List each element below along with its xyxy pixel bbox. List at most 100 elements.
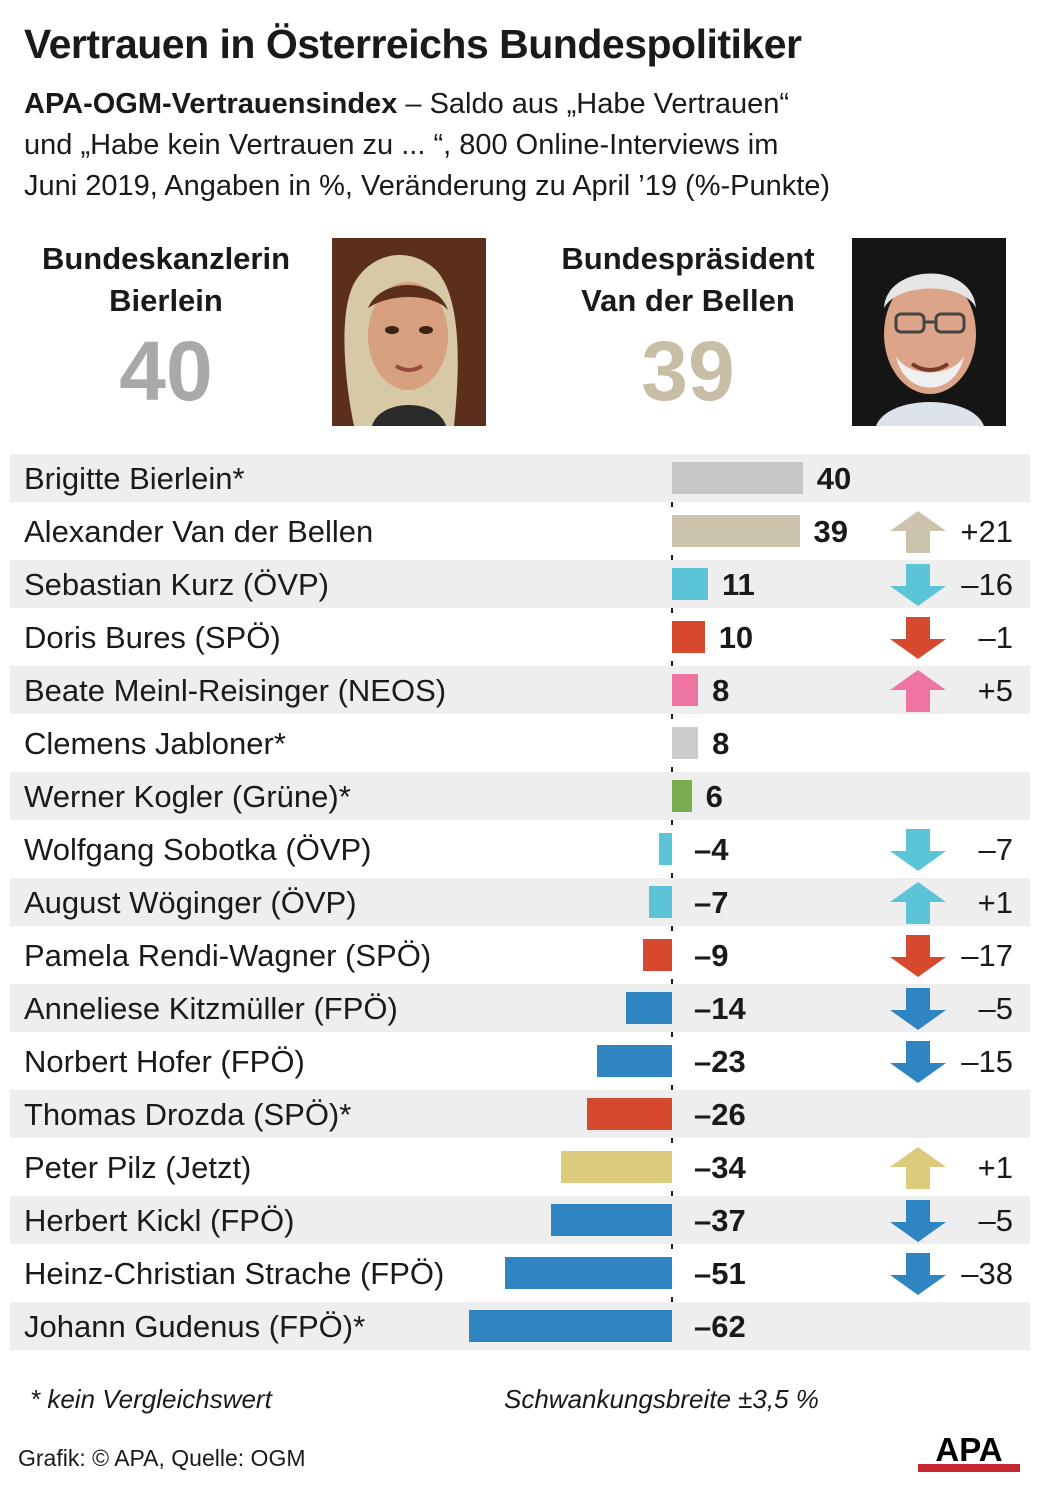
highlight-president-value: 39: [641, 324, 735, 418]
chart-row: [10, 772, 1030, 820]
bar: [586, 1098, 672, 1130]
row-label: Heinz-Christian Strache (FPÖ): [24, 1256, 445, 1291]
change-label: +1: [977, 1150, 1013, 1185]
bar: [505, 1257, 672, 1289]
change-label: +1: [977, 885, 1013, 920]
subtitle-line-3: Juni 2019, Angaben in %, Veränderung zu …: [24, 170, 831, 202]
bar: [469, 1310, 672, 1342]
value-label: –4: [694, 832, 729, 867]
bar: [672, 727, 699, 759]
change-up-arrow-icon: [890, 1147, 946, 1189]
change-down-arrow-icon: [890, 829, 946, 871]
value-label: –34: [694, 1150, 746, 1185]
change-down-arrow-icon: [890, 935, 946, 977]
bar: [672, 780, 692, 812]
change-label: +5: [977, 673, 1013, 708]
value-label: –14: [694, 991, 746, 1026]
chart-row: [10, 1196, 1030, 1244]
value-label: –51: [694, 1256, 746, 1291]
portrait-president: [852, 238, 1006, 426]
chart-row: [10, 1037, 1030, 1085]
bar: [672, 621, 705, 653]
value-label: –23: [694, 1044, 746, 1079]
change-label: –7: [978, 832, 1013, 867]
change-down-arrow-icon: [890, 1200, 946, 1242]
chart-row: [10, 507, 1030, 555]
chart-row: [10, 1090, 1030, 1138]
row-label: Norbert Hofer (FPÖ): [24, 1044, 305, 1079]
value-label: –26: [694, 1097, 746, 1132]
chart-row: [10, 878, 1030, 926]
highlight-chancellor-role: Bundeskanzlerin: [41, 241, 291, 276]
change-down-arrow-icon: [890, 617, 946, 659]
change-down-arrow-icon: [890, 988, 946, 1030]
change-label: +21: [960, 514, 1013, 549]
chart-row: [10, 560, 1030, 608]
value-label: 8: [712, 726, 730, 761]
bar: [551, 1204, 672, 1236]
row-label: Sebastian Kurz (ÖVP): [24, 567, 329, 602]
row-label: Herbert Kickl (FPÖ): [24, 1203, 295, 1238]
row-label: Clemens Jabloner*: [24, 726, 286, 761]
row-label: Johann Gudenus (FPÖ)*: [24, 1309, 366, 1344]
row-label: Werner Kogler (Grüne)*: [24, 779, 351, 814]
change-up-arrow-icon: [890, 511, 946, 553]
bar: [672, 568, 708, 600]
value-label: 6: [705, 779, 723, 814]
highlight-chancellor-value: 40: [119, 324, 213, 418]
row-label: Anneliese Kitzmüller (FPÖ): [24, 991, 398, 1026]
subtitle-line-2: und „Habe kein Vertrauen zu ... “, 800 O…: [24, 129, 779, 161]
chart-row: [10, 719, 1030, 767]
change-down-arrow-icon: [890, 1041, 946, 1083]
bar: [560, 1151, 672, 1183]
row-label: Thomas Drozda (SPÖ)*: [24, 1097, 352, 1132]
bar: [596, 1045, 672, 1077]
chart-row: [10, 454, 1030, 502]
change-up-arrow-icon: [890, 670, 946, 712]
chart-row: [10, 613, 1030, 661]
footnote-margin-of-error: Schwankungsbreite ±3,5 %: [504, 1384, 819, 1414]
row-label: Pamela Rendi-Wagner (SPÖ): [24, 938, 432, 973]
value-label: –37: [694, 1203, 746, 1238]
chart-row: [10, 1143, 1030, 1191]
row-label: Brigitte Bierlein*: [24, 461, 245, 496]
change-label: –15: [961, 1044, 1013, 1079]
value-label: –62: [694, 1309, 746, 1344]
change-down-arrow-icon: [890, 1253, 946, 1295]
change-label: –1: [978, 620, 1013, 655]
change-label: –38: [961, 1256, 1013, 1291]
bar: [672, 462, 803, 494]
bar: [672, 515, 800, 547]
value-label: 39: [813, 514, 848, 549]
row-label: Wolfgang Sobotka (ÖVP): [24, 832, 372, 867]
change-label: –16: [961, 567, 1013, 602]
bar: [626, 992, 672, 1024]
apa-logo: APA: [918, 1431, 1020, 1472]
chart-row: [10, 666, 1030, 714]
change-label: –5: [978, 991, 1013, 1026]
svg-text:APA: APA: [935, 1431, 1002, 1468]
row-label: Peter Pilz (Jetzt): [24, 1150, 252, 1185]
row-label: Beate Meinl-Reisinger (NEOS): [24, 673, 447, 708]
bar: [649, 886, 672, 918]
highlight-chancellor-name: Bierlein: [109, 283, 223, 318]
value-label: 10: [718, 620, 754, 655]
value-label: –7: [694, 885, 729, 920]
row-label: August Wöginger (ÖVP): [24, 885, 357, 920]
chart-row: [10, 984, 1030, 1032]
row-label: Alexander Van der Bellen: [24, 514, 374, 549]
value-label: 11: [721, 567, 755, 602]
change-up-arrow-icon: [890, 882, 946, 924]
portrait-chancellor: [332, 238, 486, 426]
value-label: –9: [694, 938, 729, 973]
value-label: 8: [712, 673, 730, 708]
footnote-no-comparison: * kein Vergleichswert: [30, 1384, 272, 1414]
change-down-arrow-icon: [890, 564, 946, 606]
chart-subtitle: APA-OGM-Vertrauensindex – Saldo aus „Hab…: [24, 84, 1024, 207]
highlight-president-name: Van der Bellen: [581, 283, 795, 318]
highlight-president-role: Bundespräsident: [561, 241, 815, 276]
source-credit: Grafik: © APA, Quelle: OGM: [18, 1445, 306, 1471]
subtitle-index-name: APA-OGM-Vertrauensindex: [24, 88, 398, 120]
chart-title: Vertrauen in Österreichs Bundespolitiker: [24, 21, 802, 67]
change-label: –17: [961, 938, 1013, 973]
